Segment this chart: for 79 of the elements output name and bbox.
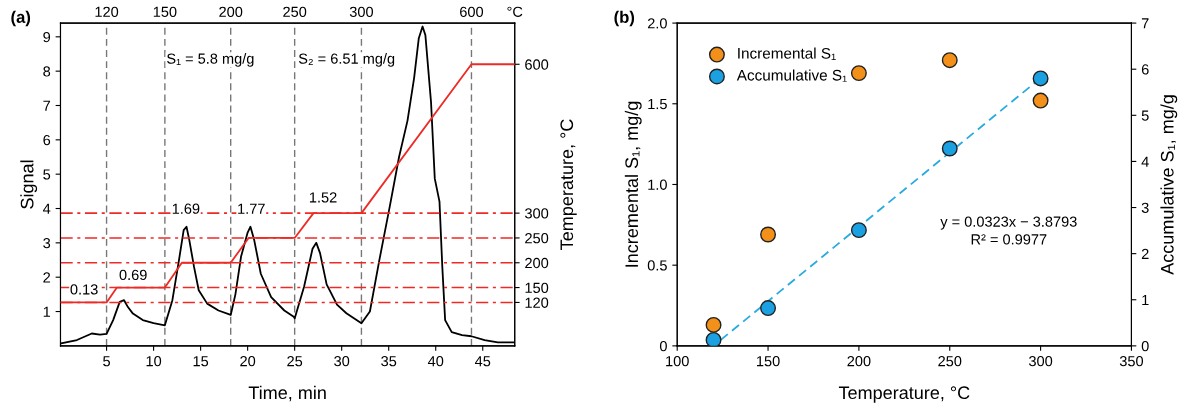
point xyxy=(705,331,722,346)
annotation: R² = 0.9977 xyxy=(971,234,1047,245)
x-tick-label: 100 xyxy=(666,355,689,367)
x-axis-title: Temperature, °C xyxy=(838,386,970,403)
text: 600 xyxy=(460,6,484,17)
annotation: 1.69 xyxy=(172,203,200,214)
chart-title: (b) xyxy=(614,10,635,27)
annotation: 1.52 xyxy=(309,192,337,203)
annotation: S₂ = 6.51 mg/g xyxy=(298,53,395,67)
annotation: S₁ = 5.8 mg/g xyxy=(167,53,254,67)
y-tick-label: 9 xyxy=(43,31,51,43)
chart-title: (a) xyxy=(11,10,31,27)
y-tick-label: 8 xyxy=(43,66,51,77)
y-tick-label: 4 xyxy=(42,203,51,214)
y2-tick-label: 0 xyxy=(1141,340,1149,352)
annotation: 0.13 xyxy=(70,284,98,295)
point xyxy=(705,316,722,333)
point xyxy=(760,300,777,317)
point xyxy=(850,65,867,82)
text: 250 xyxy=(283,6,307,17)
y-tick-label: 2 xyxy=(43,272,51,283)
y2-tick-label: 300 xyxy=(525,208,549,219)
text: 150 xyxy=(153,6,177,17)
x-tick-label: 150 xyxy=(757,355,780,367)
y-tick-label: 2.0 xyxy=(647,18,667,29)
y-tick-label: 5 xyxy=(43,169,51,180)
y2-tick-label: 6 xyxy=(1141,64,1149,75)
point xyxy=(1032,70,1049,87)
point xyxy=(1032,92,1049,109)
y2-tick-label: 2 xyxy=(1141,248,1149,259)
x-axis-title: Time, min xyxy=(248,385,326,402)
point xyxy=(760,226,777,243)
x-tick-label: 35 xyxy=(381,355,397,367)
x-tick-label: 45 xyxy=(474,356,491,367)
y-tick-label: 6 xyxy=(43,134,51,146)
y-tick-label: 1.5 xyxy=(648,99,667,110)
x2-axis-title: °C xyxy=(507,6,523,17)
y-tick-label: 0 xyxy=(659,340,667,352)
point xyxy=(850,222,867,239)
x-tick-label: 25 xyxy=(287,355,303,367)
x-tick-label: 350 xyxy=(1119,355,1144,367)
y2-tick-label: 200 xyxy=(525,257,549,269)
y-tick-label: 1.0 xyxy=(648,179,667,190)
x-tick-label: 40 xyxy=(427,355,444,367)
text: 200 xyxy=(219,6,243,17)
x-tick-label: 250 xyxy=(938,355,962,367)
x-tick-label: 200 xyxy=(847,355,871,367)
legend-label: Accumulative S₁ xyxy=(736,69,847,82)
y2-axis-title: Accumulative S₁, mg/g xyxy=(1160,95,1178,275)
x-tick-label: 5 xyxy=(103,356,111,367)
text: 120 xyxy=(95,6,119,17)
y2-tick-label: 7 xyxy=(1141,18,1149,29)
x-tick-label: 20 xyxy=(240,355,256,367)
y2-tick-label: 1 xyxy=(1142,295,1149,306)
y2-tick-label: 120 xyxy=(525,297,549,308)
y-axis-title: Signal xyxy=(20,160,38,209)
x-tick-label: 30 xyxy=(334,355,350,367)
y2-tick-label: 3 xyxy=(1141,202,1149,213)
x-tick-label: 10 xyxy=(146,355,162,367)
y2-tick-label: 150 xyxy=(525,282,549,293)
point xyxy=(941,140,958,157)
y2-tick-label: 5 xyxy=(1141,110,1149,121)
y2-tick-label: 4 xyxy=(1141,156,1149,167)
y-tick-label: 0.5 xyxy=(647,260,667,271)
y-axis-title: Incremental S₁, mg/g xyxy=(624,101,642,267)
x-tick-label: 300 xyxy=(1028,355,1053,367)
y-tick-label: 1 xyxy=(43,306,51,317)
y2-tick-label: 250 xyxy=(525,233,549,244)
text: 300 xyxy=(349,6,374,17)
annotation: 1.77 xyxy=(238,203,265,214)
point xyxy=(941,52,958,69)
y-tick-label: 7 xyxy=(43,100,51,111)
y-tick-label: 3 xyxy=(43,237,51,249)
annotation: y = 0.0323x − 3.8793 xyxy=(940,216,1077,230)
x-tick-label: 15 xyxy=(193,356,209,367)
annotation: 0.69 xyxy=(119,269,147,281)
y2-axis-title: Temperature, °C xyxy=(560,119,577,250)
legend-label: Incremental S₁ xyxy=(738,47,836,60)
y2-tick-label: 600 xyxy=(525,59,549,70)
